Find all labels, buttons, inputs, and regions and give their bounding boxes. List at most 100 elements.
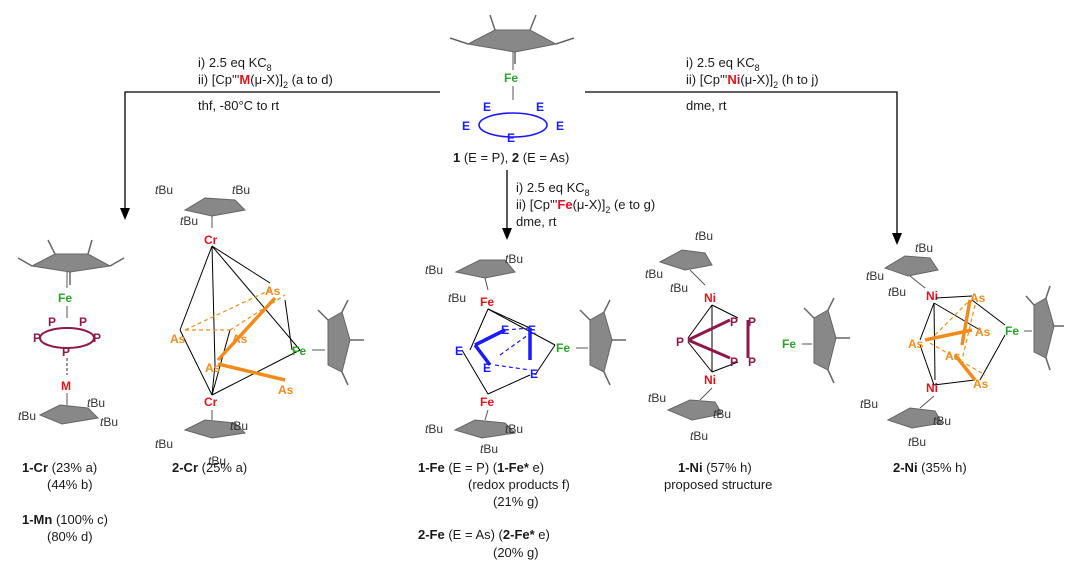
caption-2-fe: 2-Fe (E = As) (2-Fe* e): [418, 527, 550, 542]
svg-text:Fe: Fe: [556, 341, 570, 355]
middle-conditions: i) 2.5 eq KC8 ii) [Cp'''Fe(μ-X)]2 (e to …: [516, 180, 655, 229]
svg-text:Ni: Ni: [926, 381, 938, 395]
product-1-ni: tBu tBu tBu Ni Ni P P P P P Fe tBu: [645, 229, 850, 443]
svg-text:tBu: tBu: [690, 429, 708, 443]
svg-text:tBu: tBu: [915, 241, 933, 255]
svg-text:E: E: [528, 323, 536, 337]
svg-text:tBu: tBu: [232, 183, 250, 197]
svg-text:tBu: tBu: [155, 183, 173, 197]
svg-text:E: E: [483, 361, 491, 375]
svg-text:Fe: Fe: [480, 295, 494, 309]
svg-text:tBu: tBu: [695, 229, 713, 243]
caption-2-ni: 2-Ni (35% h): [893, 460, 967, 475]
reactant-label: 1 (E = P), 2 (E = As): [453, 150, 569, 165]
svg-text:tBu: tBu: [100, 415, 118, 429]
svg-text:As: As: [973, 377, 989, 391]
product-1-cr: Fe P P P P P M tBu tBu tBu: [17, 239, 125, 429]
svg-text:As: As: [278, 383, 294, 397]
svg-text:Fe: Fe: [58, 291, 72, 305]
svg-text:M: M: [61, 379, 71, 393]
svg-text:tBu: tBu: [670, 281, 688, 295]
caption-1-mn: 1-Mn (100% c): [22, 512, 108, 527]
caption-1-ni: 1-Ni (57% h): [678, 460, 752, 475]
svg-text:tBu: tBu: [448, 291, 466, 305]
svg-text:Cr: Cr: [204, 233, 218, 247]
svg-text:As: As: [908, 337, 924, 351]
svg-text:tBu: tBu: [425, 422, 443, 436]
svg-text:Cr: Cr: [204, 395, 218, 409]
svg-text:As: As: [265, 284, 281, 298]
svg-text:P: P: [676, 335, 684, 349]
svg-text:i) 2.5 eq KC8: i) 2.5 eq KC8: [686, 55, 760, 73]
caption-2-cr: 2-Cr (25% a): [172, 460, 247, 475]
svg-text:ii) [Cp'''M(μ-X)]2 (a to d): ii) [Cp'''M(μ-X)]2 (a to d): [198, 72, 333, 90]
e5-ring: [478, 112, 548, 138]
svg-text:P: P: [93, 331, 101, 345]
svg-text:Ni: Ni: [926, 289, 938, 303]
svg-text:E: E: [507, 131, 515, 145]
caption-1-cr: 1-Cr (23% a): [22, 460, 97, 475]
svg-text:P: P: [62, 345, 70, 359]
caption-1-ni-proposed: proposed structure: [664, 477, 772, 492]
fe-atom: Fe: [504, 71, 518, 85]
product-2-cr: tBu tBu tBu Cr Cr As As As As A: [155, 183, 364, 468]
svg-text:tBu: tBu: [480, 442, 498, 456]
svg-text:tBu: tBu: [155, 437, 173, 451]
svg-text:E: E: [455, 344, 463, 358]
svg-text:tBu: tBu: [645, 267, 663, 281]
svg-text:tBu: tBu: [860, 397, 878, 411]
svg-text:tBu: tBu: [230, 419, 248, 433]
svg-text:tBu: tBu: [180, 214, 198, 228]
svg-text:As: As: [945, 349, 961, 363]
right-conditions: i) 2.5 eq KC8 ii) [Cp'''Ni(μ-X)]2 (h to …: [686, 55, 819, 113]
svg-text:P: P: [48, 315, 56, 329]
svg-text:thf, -80°C to rt: thf, -80°C to rt: [198, 98, 279, 113]
svg-text:tBu: tBu: [908, 435, 926, 449]
svg-text:i) 2.5 eq KC8: i) 2.5 eq KC8: [198, 55, 272, 73]
svg-text:Fe: Fe: [1005, 324, 1019, 338]
svg-text:As: As: [970, 291, 986, 305]
caption-2-fe-g: (20% g): [493, 545, 539, 560]
svg-text:E: E: [530, 367, 538, 381]
product-1-fe: tBu tBu tBu Fe Fe E E E E E Fe: [425, 252, 626, 456]
caption-1-mn-d: (80% d): [47, 529, 93, 544]
svg-text:E: E: [462, 119, 470, 133]
svg-text:dme, rt: dme, rt: [516, 214, 557, 229]
svg-text:i) 2.5 eq KC8: i) 2.5 eq KC8: [516, 180, 590, 198]
svg-text:As: As: [975, 325, 991, 339]
svg-text:tBu: tBu: [713, 407, 731, 421]
svg-text:Ni: Ni: [704, 291, 716, 305]
svg-text:P: P: [748, 355, 756, 369]
left-conditions: i) 2.5 eq KC8 ii) [Cp'''M(μ-X)]2 (a to d…: [198, 55, 333, 113]
svg-text:As: As: [170, 332, 186, 346]
svg-text:tBu: tBu: [18, 409, 36, 423]
svg-text:Fe: Fe: [292, 344, 306, 358]
reactant-molecule: Fe E E E E E 1 (E = P), 2 (E = As): [449, 14, 575, 165]
svg-text:P: P: [33, 331, 41, 345]
svg-text:As: As: [232, 332, 248, 346]
svg-text:Fe: Fe: [782, 337, 796, 351]
svg-text:tBu: tBu: [505, 252, 523, 266]
svg-text:Fe: Fe: [480, 395, 494, 409]
caption-1-cr-b: (44% b): [47, 477, 93, 492]
svg-text:tBu: tBu: [425, 263, 443, 277]
svg-text:tBu: tBu: [505, 422, 523, 436]
svg-text:P: P: [79, 315, 87, 329]
svg-text:P: P: [730, 355, 738, 369]
svg-text:P: P: [730, 315, 738, 329]
svg-text:tBu: tBu: [866, 269, 884, 283]
cp-star-ring: [449, 14, 575, 64]
svg-text:As: As: [205, 361, 221, 375]
svg-text:tBu: tBu: [933, 414, 951, 428]
svg-text:tBu: tBu: [208, 454, 226, 468]
caption-1-fe: 1-Fe (E = P) (1-Fe* e): [418, 460, 544, 475]
right-arrow: [585, 91, 902, 245]
svg-text:tBu: tBu: [888, 285, 906, 299]
caption-1-fe-g: (21% g): [493, 494, 539, 509]
svg-text:dme, rt: dme, rt: [686, 98, 727, 113]
svg-text:tBu: tBu: [648, 391, 666, 405]
middle-arrow: [502, 170, 512, 240]
svg-text:E: E: [501, 323, 509, 337]
svg-text:ii) [Cp'''Ni(μ-X)]2 (h to j): ii) [Cp'''Ni(μ-X)]2 (h to j): [686, 72, 819, 90]
